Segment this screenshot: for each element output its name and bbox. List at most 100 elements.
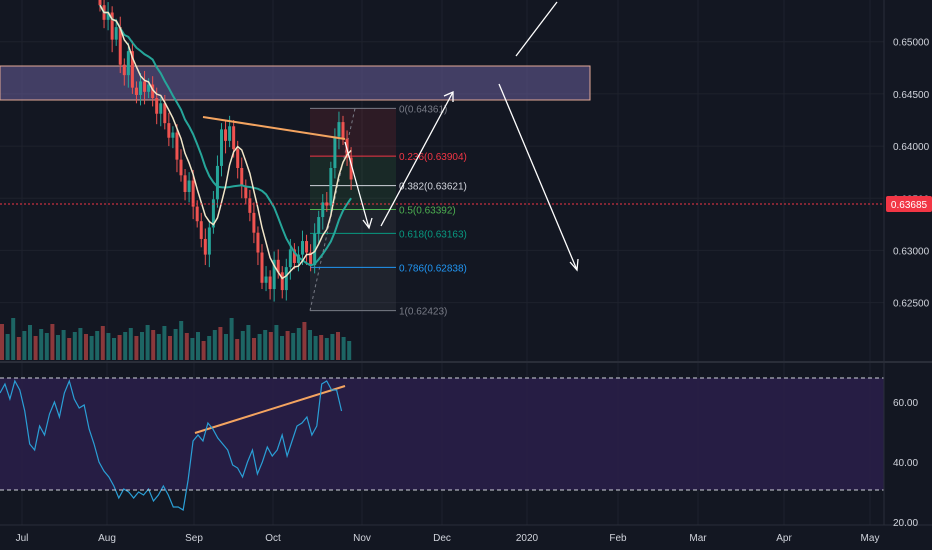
candle-body [333, 136, 337, 168]
candle-body [240, 168, 244, 186]
volume-bar [296, 328, 301, 360]
candle-body [228, 126, 232, 141]
candle-body [260, 252, 264, 283]
volume-bar [61, 330, 66, 360]
volume-bar [190, 338, 195, 360]
volume-bar [308, 330, 312, 360]
volume-bar [268, 332, 273, 360]
volume-bar [16, 337, 21, 360]
resistance-zone[interactable] [0, 65, 591, 101]
volume-bar [44, 333, 49, 360]
time-tick-label: Aug [98, 533, 116, 544]
volume-bar [22, 331, 27, 360]
volume-bar [336, 332, 340, 360]
candle-body [309, 252, 313, 266]
candle-body [187, 180, 191, 192]
candle-body [114, 27, 118, 40]
time-tick-label: Sep [185, 533, 203, 544]
projection-arrows[interactable] [344, 1, 579, 272]
volume-bar [235, 339, 240, 360]
price-tick-label: 0.63000 [893, 246, 930, 257]
candle-body [207, 227, 211, 255]
time-tick-label: Feb [609, 533, 627, 544]
volume-bar [263, 330, 268, 360]
candle-body [268, 276, 272, 290]
time-tick-label: Oct [265, 533, 281, 544]
candle-body [134, 87, 138, 95]
volume-bar [67, 338, 72, 360]
price-trendline[interactable] [202, 116, 346, 140]
fib-level-label: 0.382(0.63621) [399, 182, 467, 193]
candle-body [151, 84, 155, 99]
volume-bar [106, 333, 111, 360]
volume-bar [246, 325, 251, 360]
volume-bar [28, 325, 32, 360]
candle-body [292, 249, 296, 263]
volume-bar [313, 336, 318, 360]
candle-body [244, 185, 248, 199]
volume-bar [330, 334, 335, 360]
current-price-badge [886, 196, 932, 212]
volume-bar [156, 334, 161, 360]
candle-body [236, 149, 240, 168]
candle-body [276, 259, 280, 273]
candle-body [106, 12, 110, 20]
candle-body [199, 221, 203, 239]
candle-body [130, 51, 134, 88]
volume-bar [184, 333, 189, 360]
fib-level-label: 1(0.62423) [399, 307, 447, 318]
volume-bar [145, 325, 150, 360]
candle-body [175, 132, 179, 160]
fib-level-label: 0.236(0.63904) [399, 152, 467, 163]
candle-body [256, 232, 260, 253]
arrow-down-2 [498, 83, 578, 271]
volume-bar [112, 338, 116, 360]
fib-zone [310, 209, 396, 311]
volume-bar [240, 331, 245, 360]
candlesticks [98, 0, 353, 302]
volume-bar [78, 328, 83, 360]
candle-body [215, 165, 219, 200]
candle-body [325, 202, 329, 206]
volume-bar [72, 332, 77, 360]
time-tick-label: Nov [353, 533, 371, 544]
rsi-line [0, 379, 343, 511]
candle-body [296, 254, 300, 263]
volume-bar [33, 336, 38, 360]
volume-bar [212, 330, 217, 360]
volume-bar [56, 335, 60, 360]
candle-body [211, 199, 215, 228]
candle-body [349, 157, 353, 180]
volume-bar [128, 328, 133, 360]
time-axis[interactable]: Jul Aug Sep Oct Nov Dec 2020 Feb Mar Apr May [16, 533, 880, 544]
volume-bar [196, 332, 200, 360]
fibonacci-retracement[interactable]: 0(0.64361) 0.236(0.63904) 0.382(0.63621) 0.… [309, 104, 467, 318]
volume-bar [50, 324, 55, 360]
candle-body [191, 180, 195, 207]
time-tick-label: May [861, 533, 880, 544]
candle-body [126, 51, 130, 76]
rsi-band-fill [0, 378, 884, 490]
candle-body [337, 122, 341, 137]
rsi-tick-label: 40.00 [893, 458, 918, 469]
rsi-axis[interactable]: 60.00 40.00 20.00 [893, 398, 918, 529]
volume-bar [207, 336, 212, 360]
time-tick-label: Jul [16, 533, 29, 544]
candle-body [301, 241, 304, 255]
volume-bar [201, 341, 206, 360]
price-tick-label: 0.65000 [893, 38, 930, 49]
moving-average-fast [99, 4, 352, 280]
price-tick-label: 0.64000 [893, 142, 930, 153]
arrow-down-1-head [362, 217, 373, 230]
arrow-up-1 [380, 91, 454, 227]
fib-level-label: 0.618(0.63163) [399, 229, 467, 240]
candle-body [248, 198, 252, 213]
price-tick-label: 0.62500 [893, 299, 930, 310]
candle-body [167, 123, 171, 138]
candle-body [313, 233, 317, 266]
candle-body [321, 202, 325, 218]
time-tick-label: Dec [433, 533, 451, 544]
candle-body [252, 212, 256, 233]
candle-body [264, 276, 268, 283]
